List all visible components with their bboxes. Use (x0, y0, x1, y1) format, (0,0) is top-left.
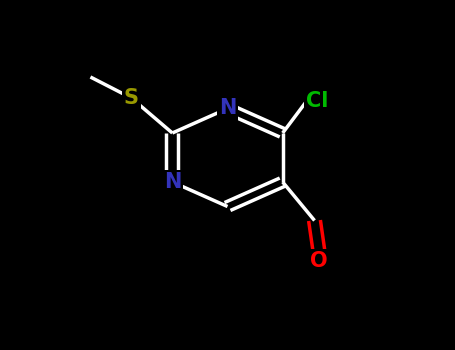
Text: N: N (219, 98, 236, 119)
Text: N: N (164, 172, 181, 192)
Text: Cl: Cl (306, 91, 328, 111)
Text: O: O (310, 251, 328, 271)
Text: S: S (124, 88, 139, 108)
